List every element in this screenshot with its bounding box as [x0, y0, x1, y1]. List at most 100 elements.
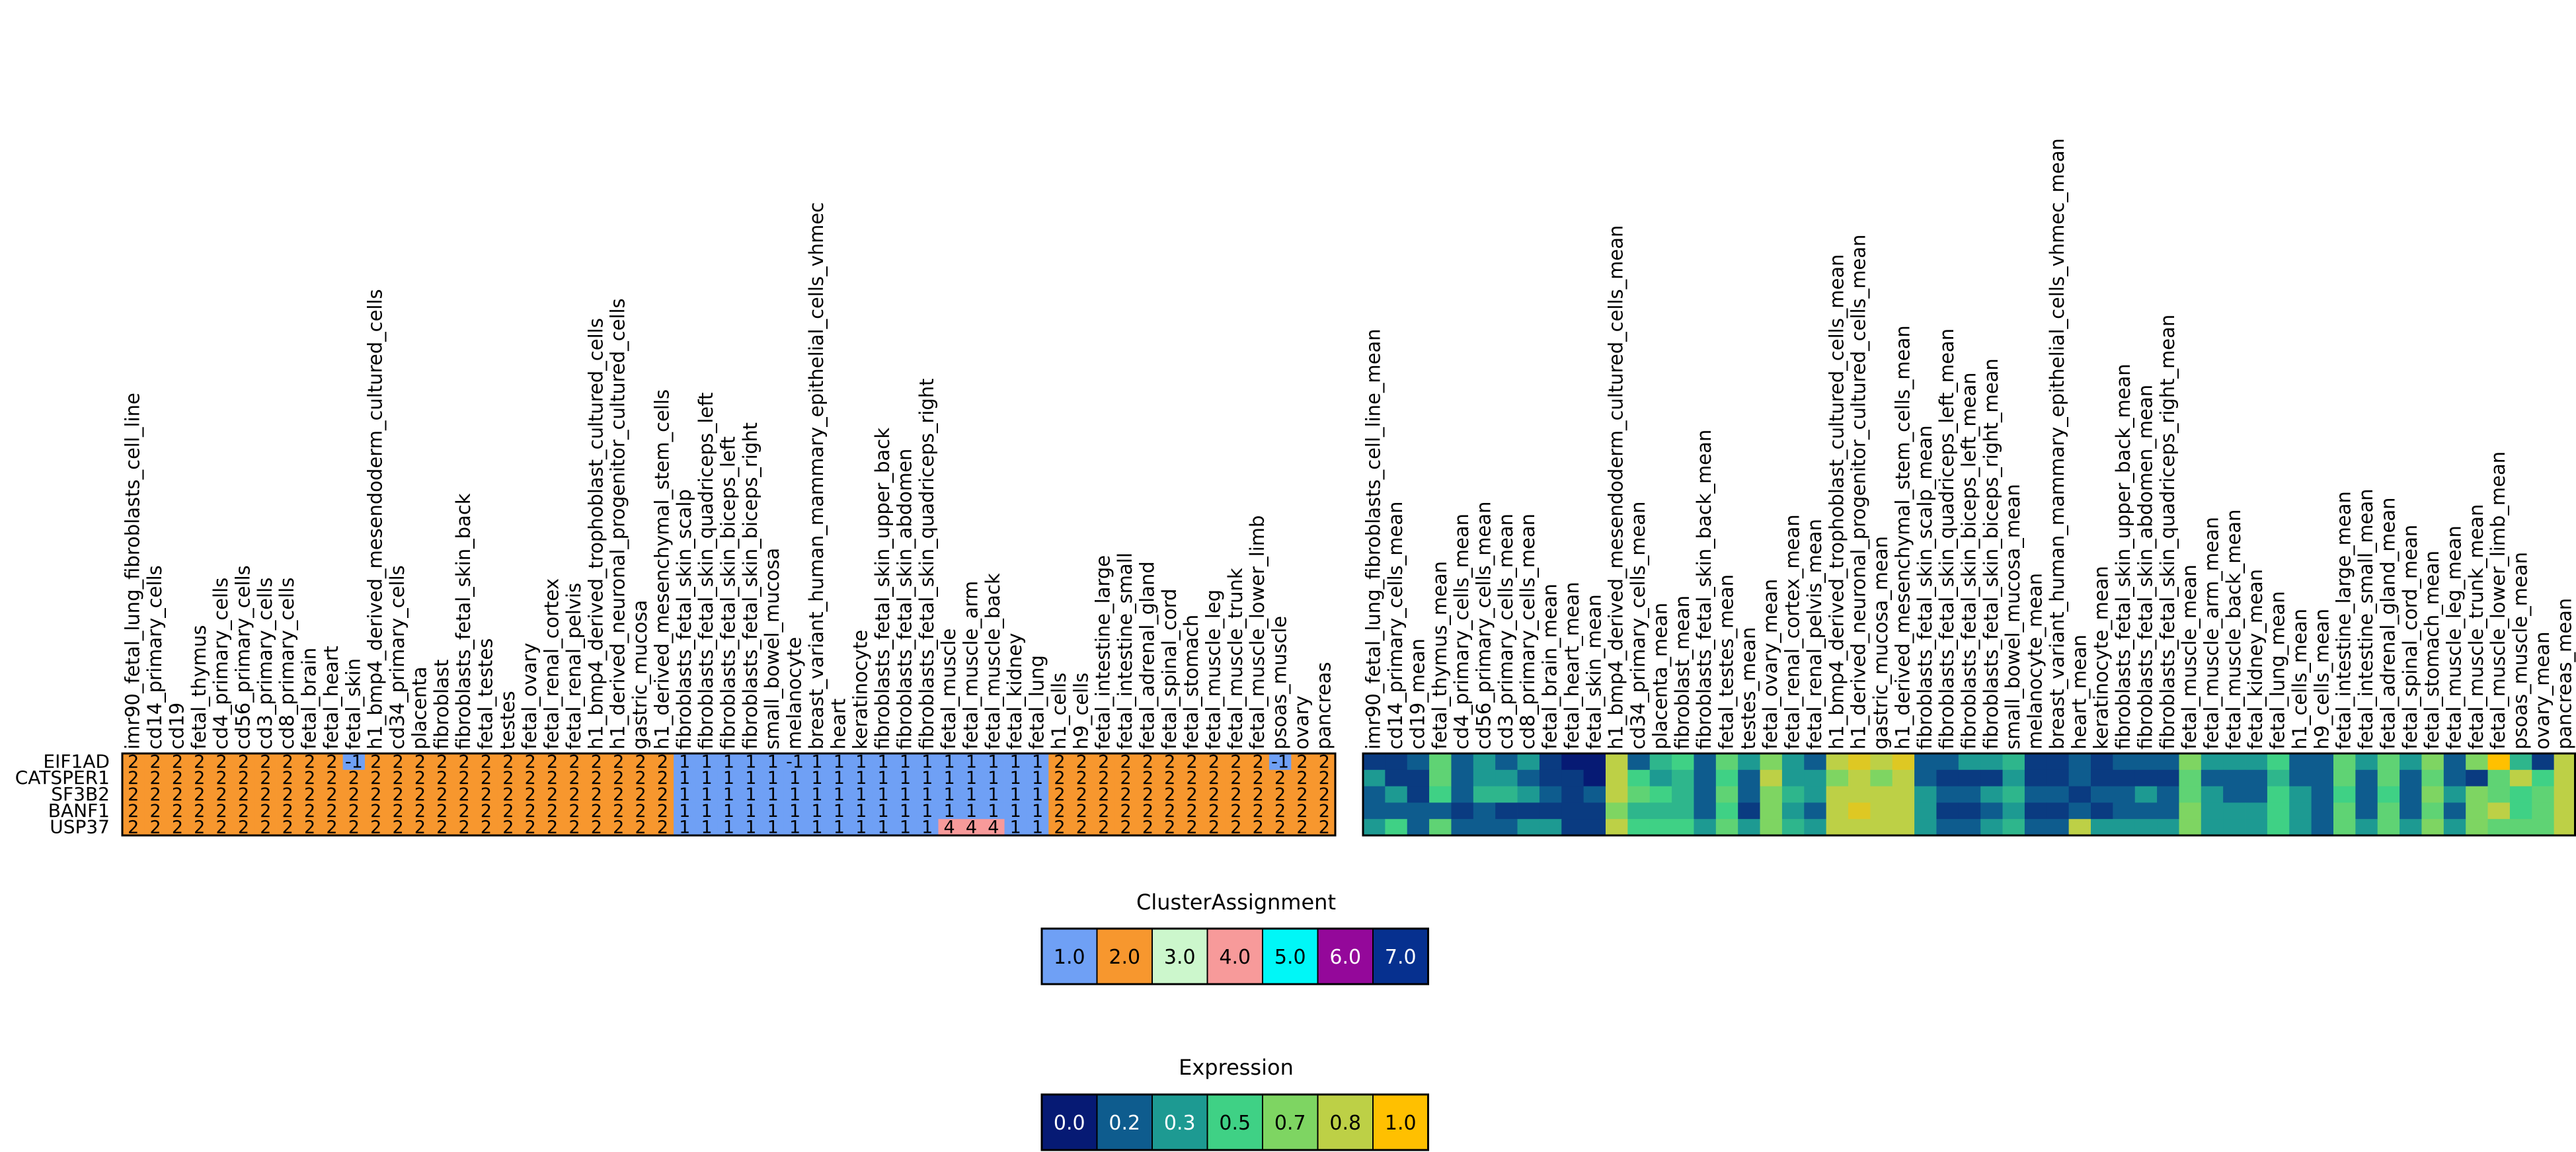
heatmap-cell [2047, 769, 2070, 787]
heatmap-cell [1202, 819, 1226, 836]
cell-value-label: 2 [1142, 785, 1153, 805]
column-label: h1_bmp4_derived_mesendoderm_cultured_cel… [1605, 225, 1627, 749]
heatmap-cell [1247, 753, 1270, 771]
legend-title: Expression [1179, 1055, 1294, 1080]
cell-value-label: 1 [877, 768, 888, 788]
cell-value-label: 1 [723, 801, 734, 822]
column-label: pancreas_mean [2553, 598, 2575, 749]
heatmap-cell [475, 753, 498, 771]
heatmap-cell [1936, 819, 1959, 836]
column-label: fetal_kidney [1003, 633, 1026, 749]
heatmap-cell [1826, 802, 1849, 820]
cell-value-label: 1 [679, 818, 690, 838]
expression-cells [1362, 752, 2576, 837]
heatmap-cell [1136, 802, 1159, 820]
heatmap-cell [144, 802, 167, 820]
heatmap-cell [1070, 819, 1093, 836]
heatmap-cell [1715, 802, 1738, 820]
heatmap-cell [982, 753, 1005, 771]
heatmap-cell [1004, 769, 1027, 787]
cell-value-label: 2 [525, 751, 536, 772]
row-label: CATSPER1 [15, 767, 110, 788]
heatmap-cell [1407, 753, 1430, 771]
heatmap-cell [982, 819, 1005, 836]
heatmap-cell [1694, 802, 1717, 820]
column-label: fetal_heart_mean [1561, 582, 1583, 749]
heatmap-cell [2113, 802, 2136, 820]
heatmap-cell [1980, 769, 2003, 787]
cell-value-label: 2 [1187, 768, 1198, 788]
heatmap-cell [2002, 753, 2025, 771]
heatmap-cell [409, 819, 432, 836]
heatmap-cell [1694, 786, 1717, 803]
heatmap-cell [2002, 786, 2025, 803]
heatmap-cell [166, 786, 189, 803]
cell-value-label: 1 [877, 801, 888, 822]
column-label: fetal_brain_mean [1539, 584, 1561, 749]
heatmap-cell [2091, 786, 2113, 803]
heatmap-cell [122, 786, 145, 803]
heatmap-cell [1914, 753, 1937, 771]
heatmap-cell [1026, 786, 1049, 803]
heatmap-cell [1826, 786, 1849, 803]
heatmap-cell [298, 786, 321, 803]
cell-value-label: 2 [657, 785, 668, 805]
heatmap-cell [1181, 786, 1204, 803]
cell-value-label: 1 [900, 785, 911, 805]
heatmap-cell [828, 819, 851, 836]
heatmap-cell [1247, 819, 1270, 836]
cell-value-label: 2 [1098, 818, 1109, 838]
heatmap-cell [431, 753, 453, 771]
heatmap-cell [2532, 786, 2555, 803]
heatmap-cell [850, 786, 873, 803]
heatmap-cell [674, 753, 696, 771]
column-label: fetal_skin_mean [1582, 594, 1605, 749]
heatmap-cell [1202, 802, 1226, 820]
heatmap-cell [2068, 786, 2091, 803]
heatmap-cell [2466, 802, 2488, 820]
column-label: heart_mean [2068, 634, 2090, 749]
heatmap-cell [2355, 786, 2378, 803]
heatmap-cell [960, 819, 983, 836]
column-label: fibroblasts_fetal_skin_biceps_left_mean [1958, 372, 1980, 749]
cell-value-label: 2 [591, 751, 602, 772]
heatmap-cell [783, 769, 806, 787]
heatmap-cell [387, 769, 410, 787]
heatmap-cell [1429, 802, 1452, 820]
cell-value-label: 2 [1274, 785, 1286, 805]
cell-value-label: 1 [921, 818, 933, 838]
column-label: cd4_primary_cells_mean [1450, 514, 1473, 749]
legend-label: 0.8 [1329, 1112, 1361, 1135]
cell-value-label: 2 [1054, 751, 1065, 772]
heatmap-cell [607, 753, 630, 771]
cell-value-label: 2 [1187, 751, 1198, 772]
cell-value-label: 2 [1120, 785, 1131, 805]
column-label: fetal_adrenal_gland_mean [2376, 497, 2399, 749]
column-label: fibroblasts_fetal_skin_biceps_left [717, 436, 740, 749]
column-label: fibroblast [430, 660, 453, 749]
heatmap-cell [276, 802, 299, 820]
heatmap-cell [210, 753, 233, 771]
heatmap-cell [475, 769, 498, 787]
heatmap-cell [2377, 753, 2400, 771]
heatmap-cell [2487, 769, 2511, 787]
cell-value-label: 2 [1253, 785, 1264, 805]
column-label: breast_variant_human_mammary_epithelial_… [2046, 138, 2068, 749]
heatmap-cell [2002, 819, 2025, 836]
cell-value-label: 2 [149, 801, 161, 822]
heatmap-cell [651, 819, 674, 836]
column-label: ovary [1290, 695, 1313, 749]
heatmap-cell [1870, 802, 1893, 820]
heatmap-cell [1070, 802, 1093, 820]
cell-value-label: 1 [988, 785, 999, 805]
cell-value-label: 2 [282, 785, 293, 805]
cell-value-label: 2 [216, 768, 227, 788]
cell-value-label: 2 [128, 768, 139, 788]
heatmap-cell [2377, 802, 2400, 820]
heatmap-cell [2223, 786, 2245, 803]
cell-value-label: -1 [786, 751, 804, 772]
heatmap-cell [2443, 753, 2466, 771]
heatmap-cell [1561, 819, 1584, 836]
cell-value-label: 2 [547, 818, 558, 838]
cell-value-label: 2 [591, 785, 602, 805]
